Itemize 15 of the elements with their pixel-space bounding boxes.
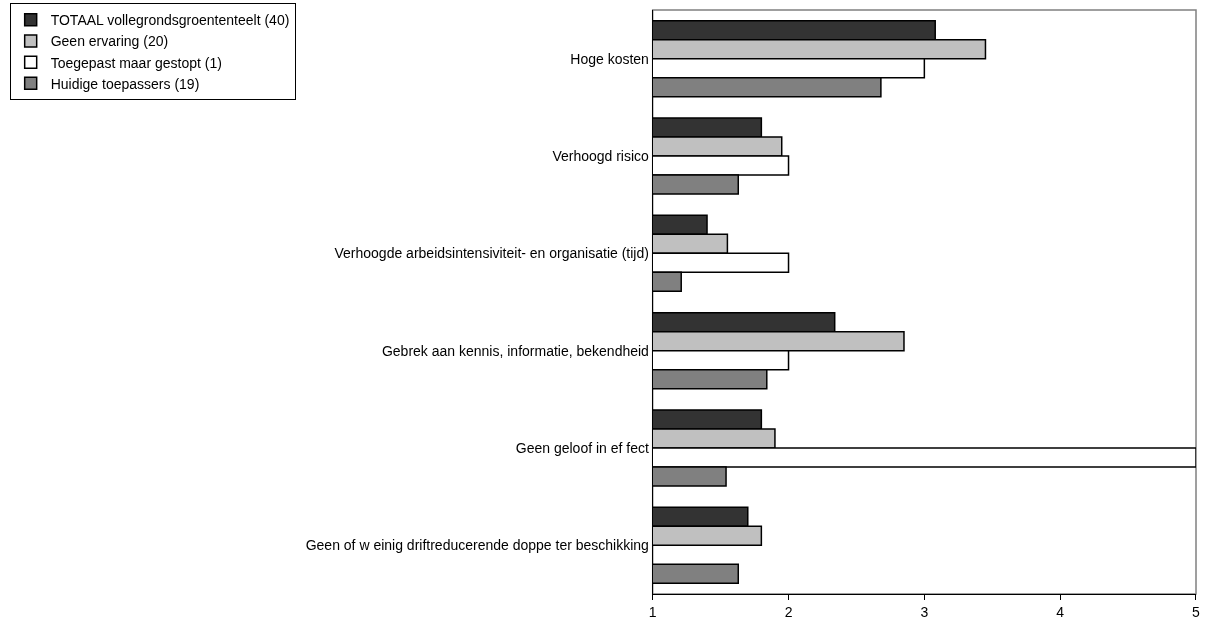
y-tick-label: Hoge kosten — [570, 50, 649, 67]
legend-label: Huidige toepassers (19) — [50, 75, 200, 92]
legend-label: Geen ervaring (20) — [50, 33, 169, 50]
x-tick-label: 2 — [784, 603, 793, 620]
x-tick-label: 3 — [920, 603, 929, 620]
y-tick-label: Gebrek aan kennis, informatie, bekendheid — [381, 342, 649, 359]
y-tick-label: Geen geloof in ef fect — [515, 439, 649, 456]
legend-label: Toegepast maar gestopt (1) — [50, 54, 222, 71]
y-tick-label: Verhoogd risico — [552, 147, 650, 164]
y-tick-label: Verhoogde arbeidsintensiviteit- en organisatie (tijd) — [334, 245, 649, 262]
x-tick-label: 1 — [648, 603, 657, 620]
x-tick-label: 4 — [1056, 603, 1065, 620]
y-tick-label: Geen of w einig driftreducerende doppe ter beschikking — [305, 537, 649, 554]
legend-label: TOTAAL vollegrondsgroententeelt (40) — [50, 12, 290, 29]
x-tick-label: 5 — [1192, 603, 1201, 620]
